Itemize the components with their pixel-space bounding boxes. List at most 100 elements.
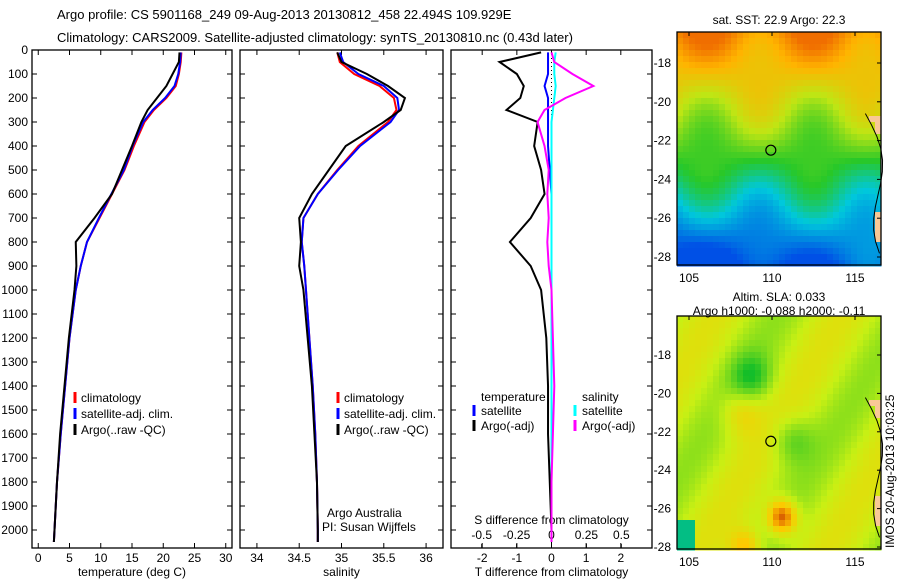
map-cell bbox=[725, 122, 732, 129]
map-cell bbox=[731, 260, 738, 267]
map-cell bbox=[707, 116, 714, 123]
map-cell bbox=[785, 128, 792, 135]
map-cell bbox=[773, 38, 780, 45]
map-cell bbox=[869, 424, 876, 431]
map-cell bbox=[749, 478, 756, 485]
map-cell bbox=[833, 32, 840, 39]
map-cell bbox=[707, 230, 714, 237]
map-cell bbox=[791, 364, 798, 371]
map-cell bbox=[725, 502, 732, 509]
map-cell bbox=[839, 80, 846, 87]
map-cell bbox=[875, 230, 882, 237]
map-cell bbox=[683, 358, 690, 365]
map-cell bbox=[689, 56, 696, 63]
map-cell bbox=[713, 316, 720, 323]
y-tick-label: 1800 bbox=[1, 475, 28, 489]
map-cell bbox=[821, 188, 828, 195]
map-cell bbox=[767, 436, 774, 443]
map-cell bbox=[851, 340, 858, 347]
x-tick-label: 34 bbox=[250, 551, 264, 565]
map-cell bbox=[863, 322, 870, 329]
map-cell bbox=[827, 224, 834, 231]
map-cell bbox=[701, 212, 708, 219]
map-cell bbox=[785, 62, 792, 69]
map-cell bbox=[749, 328, 756, 335]
map-cell bbox=[827, 442, 834, 449]
map-cell bbox=[821, 490, 828, 497]
map-cell bbox=[803, 236, 810, 243]
map-cell bbox=[797, 218, 804, 225]
map-cell bbox=[857, 152, 864, 159]
map-cell bbox=[857, 508, 864, 515]
map-cell bbox=[797, 176, 804, 183]
map-cell bbox=[833, 116, 840, 123]
map-cell bbox=[749, 56, 756, 63]
map-cell bbox=[683, 44, 690, 51]
map-cell bbox=[761, 116, 768, 123]
map-cell bbox=[857, 122, 864, 129]
map-cell bbox=[851, 248, 858, 255]
map-cell bbox=[695, 152, 702, 159]
map-cell bbox=[707, 152, 714, 159]
map-cell bbox=[863, 98, 870, 105]
map-cell bbox=[767, 358, 774, 365]
map-cell bbox=[839, 430, 846, 437]
map-cell bbox=[707, 346, 714, 353]
map-cell bbox=[791, 164, 798, 171]
map-cell bbox=[695, 104, 702, 111]
map-cell bbox=[821, 376, 828, 383]
map-cell bbox=[779, 50, 786, 57]
map-cell bbox=[749, 122, 756, 129]
map-cell bbox=[761, 340, 768, 347]
map-cell bbox=[791, 134, 798, 141]
map-cell bbox=[875, 140, 882, 147]
map-cell bbox=[761, 502, 768, 509]
map-cell bbox=[725, 200, 732, 207]
map-cell bbox=[857, 358, 864, 365]
map-cell bbox=[779, 74, 786, 81]
map-cell bbox=[731, 460, 738, 467]
map-cell bbox=[785, 508, 792, 515]
map-cell bbox=[875, 164, 882, 171]
map-cell bbox=[761, 370, 768, 377]
map-cell bbox=[689, 376, 696, 383]
map-cell bbox=[875, 418, 882, 425]
map-cell bbox=[875, 62, 882, 69]
map-cell bbox=[707, 194, 714, 201]
map-cell bbox=[845, 484, 852, 491]
map-cell bbox=[875, 200, 882, 207]
map-cell bbox=[791, 538, 798, 545]
map-cell bbox=[761, 394, 768, 401]
map-cell bbox=[791, 352, 798, 359]
map-cell bbox=[839, 436, 846, 443]
map-cell bbox=[785, 346, 792, 353]
map-cell bbox=[857, 352, 864, 359]
map-cell bbox=[749, 358, 756, 365]
map-cell bbox=[851, 128, 858, 135]
map-cell bbox=[761, 376, 768, 383]
map-cell bbox=[851, 194, 858, 201]
series-Argo-raw-QC- bbox=[52, 52, 181, 543]
map-cell bbox=[719, 140, 726, 147]
map-cell bbox=[707, 376, 714, 383]
map-cell bbox=[797, 406, 804, 413]
map-cell bbox=[677, 98, 684, 105]
map-cell bbox=[833, 478, 840, 485]
map-cell bbox=[725, 334, 732, 341]
map-cell bbox=[845, 164, 852, 171]
map-cell bbox=[731, 74, 738, 81]
map-cell bbox=[791, 158, 798, 165]
map-cell bbox=[857, 448, 864, 455]
map-cell bbox=[791, 86, 798, 93]
map-cell bbox=[773, 170, 780, 177]
map-cell bbox=[821, 92, 828, 99]
map-cell bbox=[791, 254, 798, 261]
map-cell bbox=[677, 328, 684, 335]
map-cell bbox=[707, 502, 714, 509]
map-cell bbox=[731, 532, 738, 539]
map-cell bbox=[689, 334, 696, 341]
map-cell bbox=[815, 152, 822, 159]
map-cell bbox=[839, 242, 846, 249]
map-cell bbox=[827, 430, 834, 437]
map-cell bbox=[839, 364, 846, 371]
